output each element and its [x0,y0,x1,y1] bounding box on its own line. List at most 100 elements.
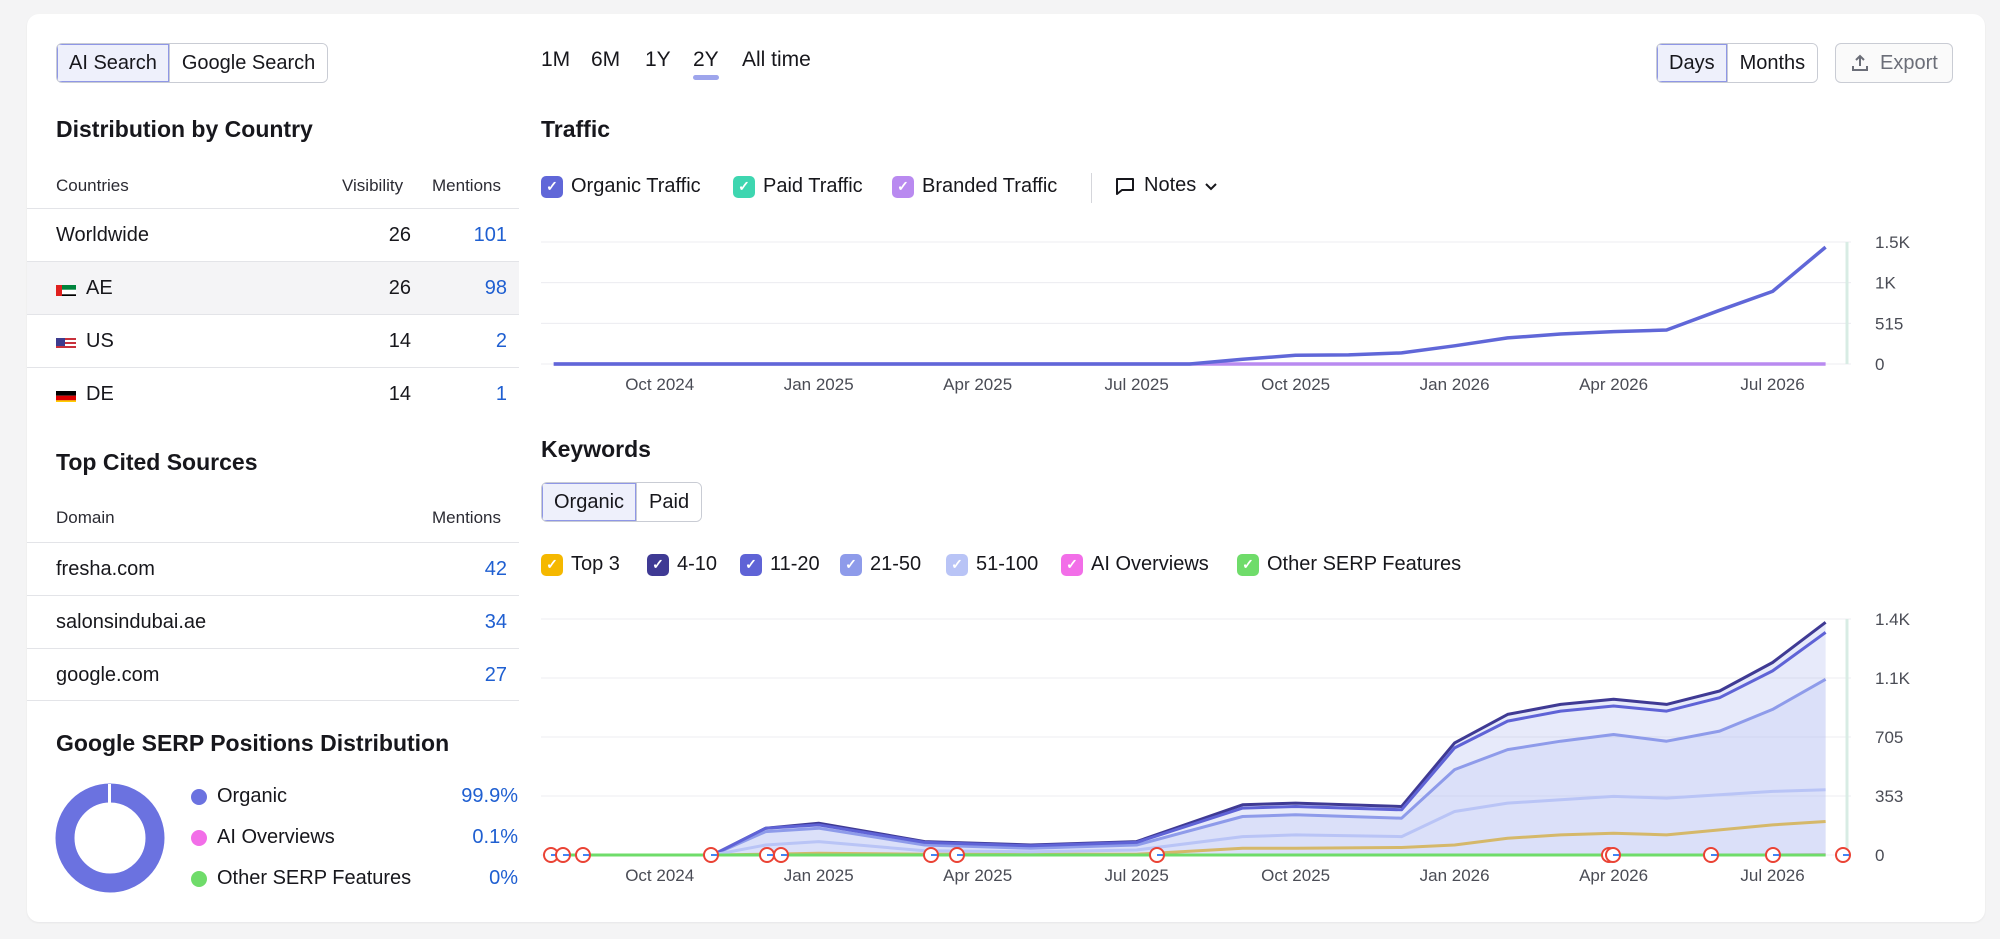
legend-11-20[interactable]: ✓ 11-20 [740,553,820,576]
x-tick-label: Jul 2025 [1105,375,1169,394]
country-name: US [86,330,114,352]
keywords-type-toggle: Organic Paid [541,482,703,522]
days-button[interactable]: Days [1657,44,1727,82]
serp-value: 0.1% [472,826,518,848]
series-line [553,245,1827,366]
checkbox-icon: ✓ [946,553,968,576]
table-row[interactable]: Worldwide 26 101 [27,208,519,261]
tab-google-search[interactable]: Google Search [168,44,328,82]
table-row[interactable]: fresha.com 42 [27,542,519,595]
export-label: Export [1880,51,1938,74]
de-flag-icon [56,388,76,402]
range-6m[interactable]: 6M [591,48,621,71]
y-tick-label: 0 [1875,846,1884,865]
legend-divider [1091,173,1092,203]
legend-label: Paid Traffic [763,175,863,197]
legend-ai-overviews[interactable]: ✓ AI Overviews [1061,553,1209,576]
legend-other-serp-features[interactable]: ✓ Other SERP Features [1237,553,1461,576]
visibility-value: 26 [388,277,411,299]
other-serp-dot [191,870,207,887]
serp-legend: Organic 99.9% AI Overviews 0.1% Other SE… [191,783,518,893]
table-row[interactable]: AE 26 98 [27,261,519,314]
mentions-value[interactable]: 101 [473,224,507,246]
mentions-value[interactable]: 42 [484,558,507,580]
y-tick-label: 705 [1875,728,1903,747]
col-countries: Countries [56,176,129,195]
google-update-icon [703,847,719,863]
serp-label: Other SERP Features [217,867,412,889]
notes-dropdown[interactable]: Notes [1114,174,1218,197]
mentions-value[interactable]: 34 [484,611,507,633]
serp-label: AI Overviews [217,826,335,848]
organic-dot [191,788,207,805]
country-name: DE [86,383,114,405]
serp-value: 0% [489,867,518,889]
tab-paid[interactable]: Paid [636,483,702,521]
range-all-time[interactable]: All time [742,48,811,71]
traffic-chart: 0 515 1K 1.5K Oct 2024 Jan 2025 Apr 2025 Jul 20… [541,233,1911,394]
chevron-down-icon [1205,182,1217,190]
legend-51-100[interactable]: ✓ 51-100 [946,553,1038,576]
checkbox-icon: ✓ [1237,553,1259,576]
series-line [553,788,1826,857]
range-1y[interactable]: 1Y [645,48,671,71]
legend-21-50[interactable]: ✓ 21-50 [840,553,921,576]
upload-icon [1852,54,1868,71]
y-tick-label: 1.4K [1875,610,1911,629]
series-line [553,677,1827,857]
table-row[interactable]: google.com 27 [27,648,519,701]
checkbox-icon: ✓ [541,175,563,198]
google-update-icon [555,847,571,863]
range-2y[interactable]: 2Y [693,48,719,80]
y-tick-label: 515 [1875,314,1903,333]
legend-top-3[interactable]: ✓ Top 3 [541,553,620,576]
google-update-icon [1605,847,1621,863]
x-tick-label: Oct 2025 [1261,375,1330,394]
visibility-value: 14 [388,330,411,352]
legend-label: Other SERP Features [1267,553,1462,575]
legend-label: 4-10 [677,553,718,575]
mentions-value[interactable]: 1 [495,383,507,405]
x-tick-label: Apr 2025 [943,375,1012,394]
checkbox-icon: ✓ [840,553,862,576]
x-tick-label: Apr 2025 [943,866,1012,885]
notes-label: Notes [1144,174,1197,196]
tab-organic[interactable]: Organic [542,483,637,521]
google-update-icon [949,847,965,863]
sources-title: Top Cited Sources [56,449,258,475]
google-update-icon [773,847,789,863]
legend-label: Branded Traffic [922,175,1058,197]
domain-name: fresha.com [56,558,155,580]
legend-label: Organic Traffic [571,175,701,197]
months-button[interactable]: Months [1726,44,1818,82]
table-row[interactable]: DE 14 1 [27,367,519,420]
serp-value: 99.9% [461,785,518,807]
table-row[interactable]: US 14 2 [27,314,519,367]
col-source-mentions: Mentions [432,508,501,527]
mentions-value[interactable]: 27 [484,664,507,686]
x-tick-label: Jul 2026 [1740,375,1804,394]
domain-name: google.com [56,664,160,686]
dashboard-card [27,14,1985,922]
donut-gap [108,784,111,803]
mentions-value[interactable]: 2 [495,330,507,352]
x-tick-label: Jan 2025 [784,375,854,394]
tab-ai-search[interactable]: AI Search [57,44,169,82]
mentions-value[interactable]: 98 [484,277,507,299]
range-1m[interactable]: 1M [541,48,571,71]
legend-4-10[interactable]: ✓ 4-10 [647,553,717,576]
x-tick-label: Apr 2026 [1579,866,1648,885]
x-tick-label: Oct 2024 [625,375,694,394]
google-update-icon [759,847,775,863]
export-button[interactable]: Export [1835,43,1953,83]
table-row[interactable]: salonsindubai.ae 34 [27,595,519,648]
y-tick-label: 1.1K [1875,669,1911,688]
x-tick-label: Jan 2025 [784,866,854,885]
checkbox-icon: ✓ [541,553,563,576]
legend-organic-traffic[interactable]: ✓ Organic Traffic [541,175,701,198]
legend-branded-traffic[interactable]: ✓ Branded Traffic [892,175,1057,198]
keywords-title: Keywords [541,436,651,462]
x-tick-label: Jul 2025 [1105,866,1169,885]
legend-paid-traffic[interactable]: ✓ Paid Traffic [733,175,863,198]
serp-title: Google SERP Positions Distribution [56,730,450,756]
